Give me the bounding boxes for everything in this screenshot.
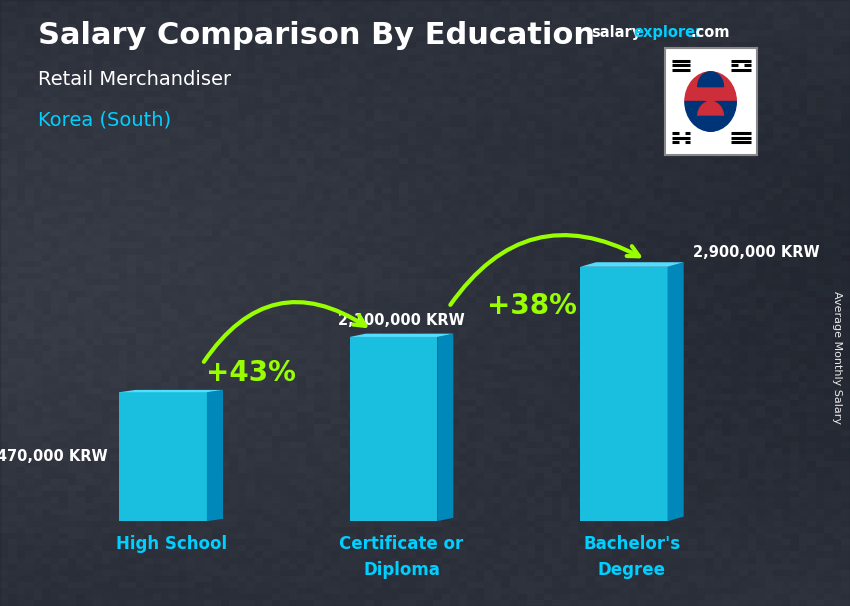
Wedge shape [698,101,723,116]
Wedge shape [698,72,723,87]
Text: +38%: +38% [487,291,576,319]
Text: Korea (South): Korea (South) [38,110,172,129]
Text: 2,900,000 KRW: 2,900,000 KRW [693,245,819,259]
Text: Salary Comparison By Education: Salary Comparison By Education [38,21,595,50]
Polygon shape [349,334,453,337]
Text: +43%: +43% [206,359,296,387]
Text: explorer: explorer [633,25,703,41]
Wedge shape [685,72,736,101]
Polygon shape [580,267,667,521]
Polygon shape [437,334,453,521]
Polygon shape [580,262,683,267]
Wedge shape [685,101,736,132]
Polygon shape [349,337,437,521]
Text: Average Monthly Salary: Average Monthly Salary [832,291,842,424]
Polygon shape [667,262,683,521]
Polygon shape [119,392,207,521]
Text: 1,470,000 KRW: 1,470,000 KRW [0,449,108,464]
Polygon shape [207,390,223,521]
Wedge shape [698,87,723,101]
Text: salary: salary [591,25,641,41]
Text: 2,100,000 KRW: 2,100,000 KRW [338,313,465,328]
Polygon shape [119,390,223,392]
Wedge shape [698,116,723,132]
Text: Retail Merchandiser: Retail Merchandiser [38,70,231,88]
Text: .com: .com [690,25,729,41]
